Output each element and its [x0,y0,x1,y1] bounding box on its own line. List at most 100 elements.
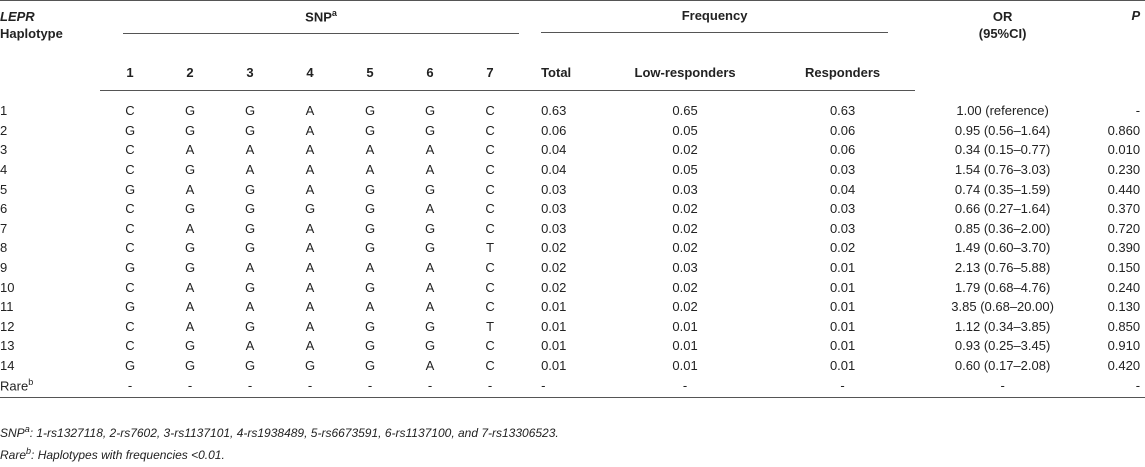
cell: A [305,318,315,334]
cell: G [184,162,196,178]
cell: G [364,240,376,256]
cell: - [520,375,601,398]
cell: A [305,220,315,236]
cell: A [305,142,315,158]
total-header: Total [520,54,601,91]
cell: A [185,220,195,236]
cell: 0.66 (0.27–1.64) [954,201,1051,217]
snp-number: 6 [400,54,460,91]
cell: 0.01 [672,338,698,354]
cell: 0.65 [672,103,698,119]
cell: 0.01 [829,338,856,354]
haplotype-table: LEPR Haplotype SNPa Frequency OR (95%CI) P… [0,0,1145,398]
cell: A [245,162,255,178]
cell: - [770,375,916,398]
cell: 0.06 [541,122,567,138]
cell: G [184,358,196,374]
row: 7 C A G A G G C 0.03 0.02 0.03 0.85 (0.36–2.00) 0.72… [0,219,1145,239]
cell: 0.02 [829,240,856,256]
responders-header: Responders [770,54,916,91]
snp-number: 2 [160,54,220,91]
cell: A [305,103,315,119]
cell: 1.00 (reference) [956,103,1049,119]
p: P [1131,8,1141,23]
cell: 0.05 [672,122,698,138]
cell: 0.03 [829,162,856,178]
cell: 0.010 [1107,142,1141,158]
footnote: SNPa: 1-rs1327118, 2-rs7602, 3-rs1137101… [0,424,559,440]
cell: 0.05 [672,162,698,178]
cell: - [280,375,340,398]
cell: C [485,162,495,178]
cell: 0.06 [829,142,856,158]
cell: G [364,103,376,119]
cell: G [364,338,376,354]
cell: G [244,201,256,217]
snp-number: 5 [340,54,400,91]
cell: 0.02 [541,260,567,276]
cell: C [485,338,495,354]
cell: G [364,279,376,295]
cell: G [364,318,376,334]
low-header: Low-responders [600,54,771,91]
cell: C [125,240,135,256]
cell: C [125,103,135,119]
cell: A [365,299,375,315]
cell: 0.01 [541,358,567,374]
cell: 0.02 [541,240,567,256]
rare-sup: b [28,376,34,387]
cell: 5 [0,181,8,197]
cell: 0.02 [541,279,567,295]
footnote-label: SNP [0,426,25,440]
snp: SNP [305,9,332,25]
cell: 0.230 [1107,162,1141,178]
cell: 0.01 [541,318,567,334]
cell: 0.85 (0.36–2.00) [954,220,1051,236]
cell: A [305,162,315,178]
cell: C [485,181,495,197]
cell: 0.01 [541,299,567,315]
cell: G [184,338,196,354]
cell: A [425,142,435,158]
cell: 0.02 [672,220,698,236]
cell: G [124,260,136,276]
cell: 0.01 [829,358,856,374]
cell: G [244,220,256,236]
cell: 0.390 [1107,240,1141,256]
cell: C [125,338,135,354]
cell: A [425,162,435,178]
cell: A [245,338,255,354]
cell: C [125,142,135,158]
cell: 0.860 [1107,122,1141,138]
cell: G [364,181,376,197]
cell: 0.95 (0.56–1.64) [954,122,1051,138]
snp-number: 3 [220,54,280,91]
cell: A [305,338,315,354]
cell: C [125,162,135,178]
cell: 0.63 [541,103,567,119]
cell: 0.60 (0.17–2.08) [954,358,1051,374]
cell: Rareb [0,375,100,398]
cell: G [124,358,136,374]
cell: G [184,201,196,217]
cell: 0.02 [672,299,698,315]
cell: 0.04 [541,142,567,158]
footnote: Rareb: Haplotypes with frequencies <0.01… [0,446,225,462]
cell: 13 [0,338,15,354]
cell: 1.79 (0.68–4.76) [954,279,1051,295]
snp-sup: a [331,8,337,18]
row: 4 C G A A A A C 0.04 0.05 0.03 1.54 (0.76–3.03) 0.23… [0,160,1145,180]
rare-label: Rare [0,378,29,394]
cell: C [485,299,495,315]
cell: 0.02 [672,201,698,217]
cell: 14 [0,358,15,374]
footnote-sup: a [24,424,30,434]
footnote-label: Rare [0,448,27,462]
snp-number: 4 [280,54,340,91]
cell: 0.370 [1107,201,1141,217]
cell: 0.01 [541,338,567,354]
cell: A [305,260,315,276]
cell: 2 [0,122,8,138]
cell: G [124,299,136,315]
cell: 0.63 [829,103,856,119]
